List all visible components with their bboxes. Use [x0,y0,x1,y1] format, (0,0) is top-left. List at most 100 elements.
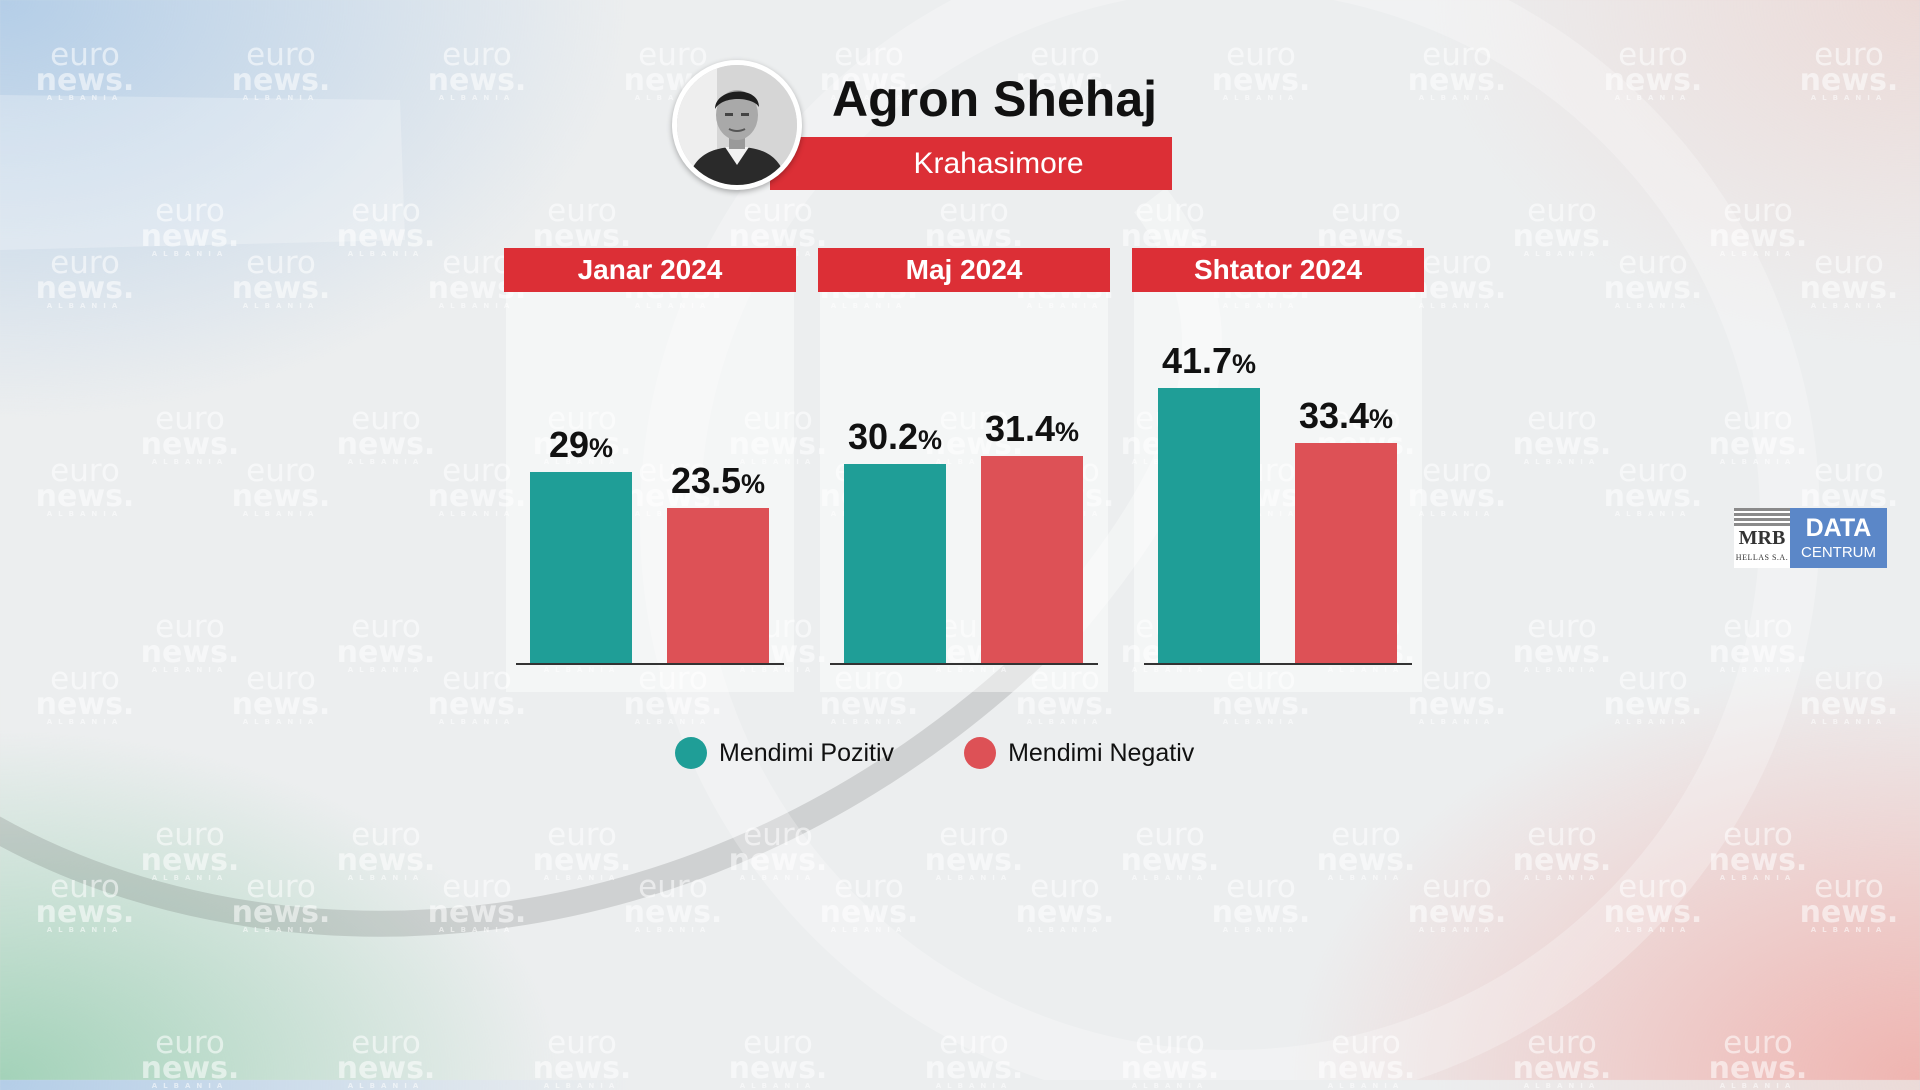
data-label-negative: 33.4% [1298,395,1394,436]
data-logo-text: DATA [1805,514,1872,542]
data-label-negative: 23.5% [670,460,766,501]
mrb-logo-text: MRB [1738,527,1786,549]
bar-positive [844,464,946,663]
bar-negative [981,456,1083,663]
baseline [830,663,1098,665]
legend-item-positive: Mendimi Pozitiv [675,737,894,769]
avatar [672,60,802,190]
data-label-positive: 30.2% [847,416,943,457]
category-label: Maj 2024 [818,248,1110,292]
category-label: Shtator 2024 [1132,248,1424,292]
mrb-data-centrum-logo: MRB HELLAS S.A. DATA CENTRUM [1734,508,1887,568]
data-label-negative: 31.4% [984,408,1080,449]
bar-negative [667,508,769,663]
chart-legend: Mendimi Pozitiv Mendimi Negativ [675,737,1264,769]
chart-panel: Shtator 2024 41.7% 33.4% [1132,248,1424,694]
baseline [516,663,784,665]
mrb-logo-subtext: HELLAS S.A. [1735,553,1789,562]
bar-negative [1295,443,1397,663]
data-centrum-logo: DATA CENTRUM [1790,508,1887,568]
legend-swatch-positive [675,737,707,769]
mrb-logo: MRB HELLAS S.A. [1734,508,1790,568]
chart-panel: Maj 2024 30.2% 31.4% [818,248,1110,694]
data-label-positive: 29% [548,424,614,465]
legend-item-negative: Mendimi Negativ [964,737,1194,769]
legend-label-positive: Mendimi Pozitiv [719,738,895,767]
category-label: Janar 2024 [504,248,796,292]
legend-label-negative: Mendimi Negativ [1008,738,1195,767]
data-label-positive: 41.7% [1161,340,1257,381]
baseline [1144,663,1412,665]
person-name: Agron Shehaj [832,71,1158,127]
bar-positive [1158,388,1260,663]
